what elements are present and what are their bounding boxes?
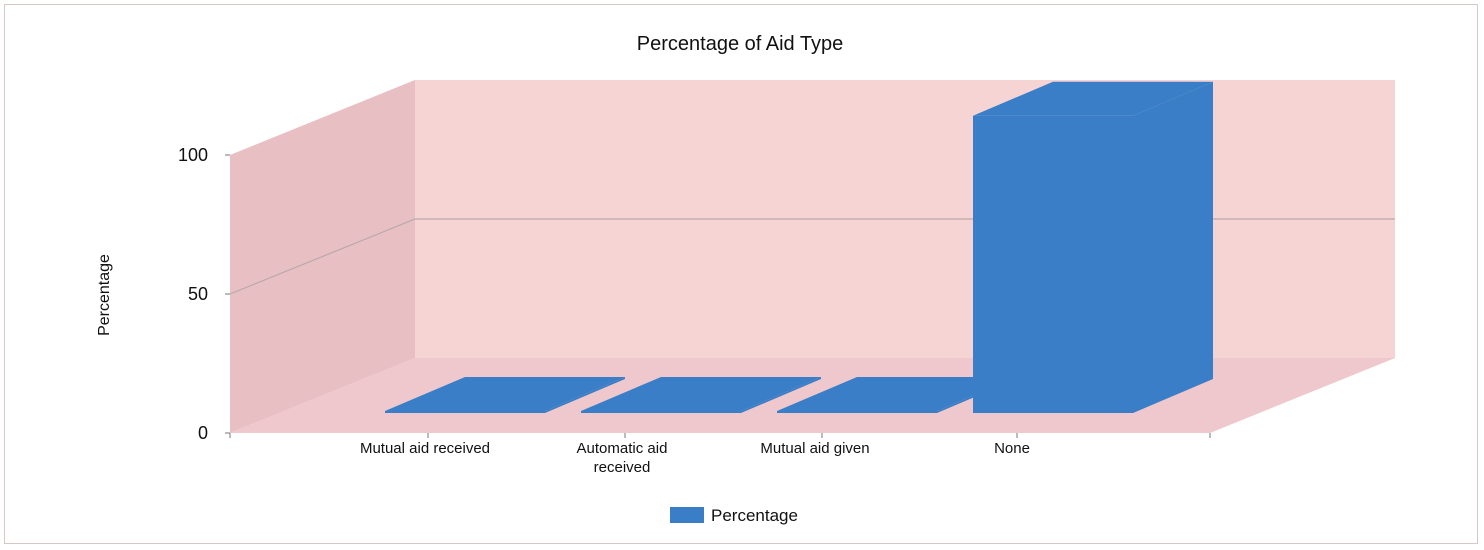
chart-floor [230,358,1395,433]
bar-front [385,411,545,413]
y-tick-label: 50 [188,284,208,304]
bar-4 [973,81,1213,414]
bar-top [973,81,1213,116]
x-tick-label: None [994,440,1030,457]
bar-side [1133,81,1213,414]
x-tick-label: Mutual aid given [760,440,869,457]
chart-canvas: Percentage of Aid Type Percentage 0 50 100… [96,33,1395,525]
x-tick-label: Automatic aid received [577,440,668,476]
chart-frame: Percentage of Aid Type Percentage 0 50 100… [4,4,1478,544]
bar-front [973,115,1133,414]
x-tick-labels: Mutual aid received Automatic aid received… [360,440,1030,476]
y-tick-label: 100 [178,145,208,165]
chart-title: Percentage of Aid Type [637,33,843,55]
y-tick-label: 0 [198,423,208,443]
y-tick-labels: 0 50 100 [178,145,208,443]
bar-1 [385,377,625,413]
x-tick-label: Mutual aid received [360,440,490,457]
bar-top [581,377,821,411]
bar-side [545,377,625,413]
legend: Percentage [670,506,798,525]
bar-series [385,81,1213,414]
bar-front [581,411,741,413]
bar-front [777,411,937,413]
legend-label: Percentage [711,506,798,525]
bar-top [385,377,625,411]
bar-2 [581,377,821,413]
bar-side [741,377,821,413]
axis-tick-marks [225,154,1211,438]
legend-swatch [670,507,704,523]
bar-top [777,377,1017,411]
y-axis-label: Percentage [96,254,113,336]
